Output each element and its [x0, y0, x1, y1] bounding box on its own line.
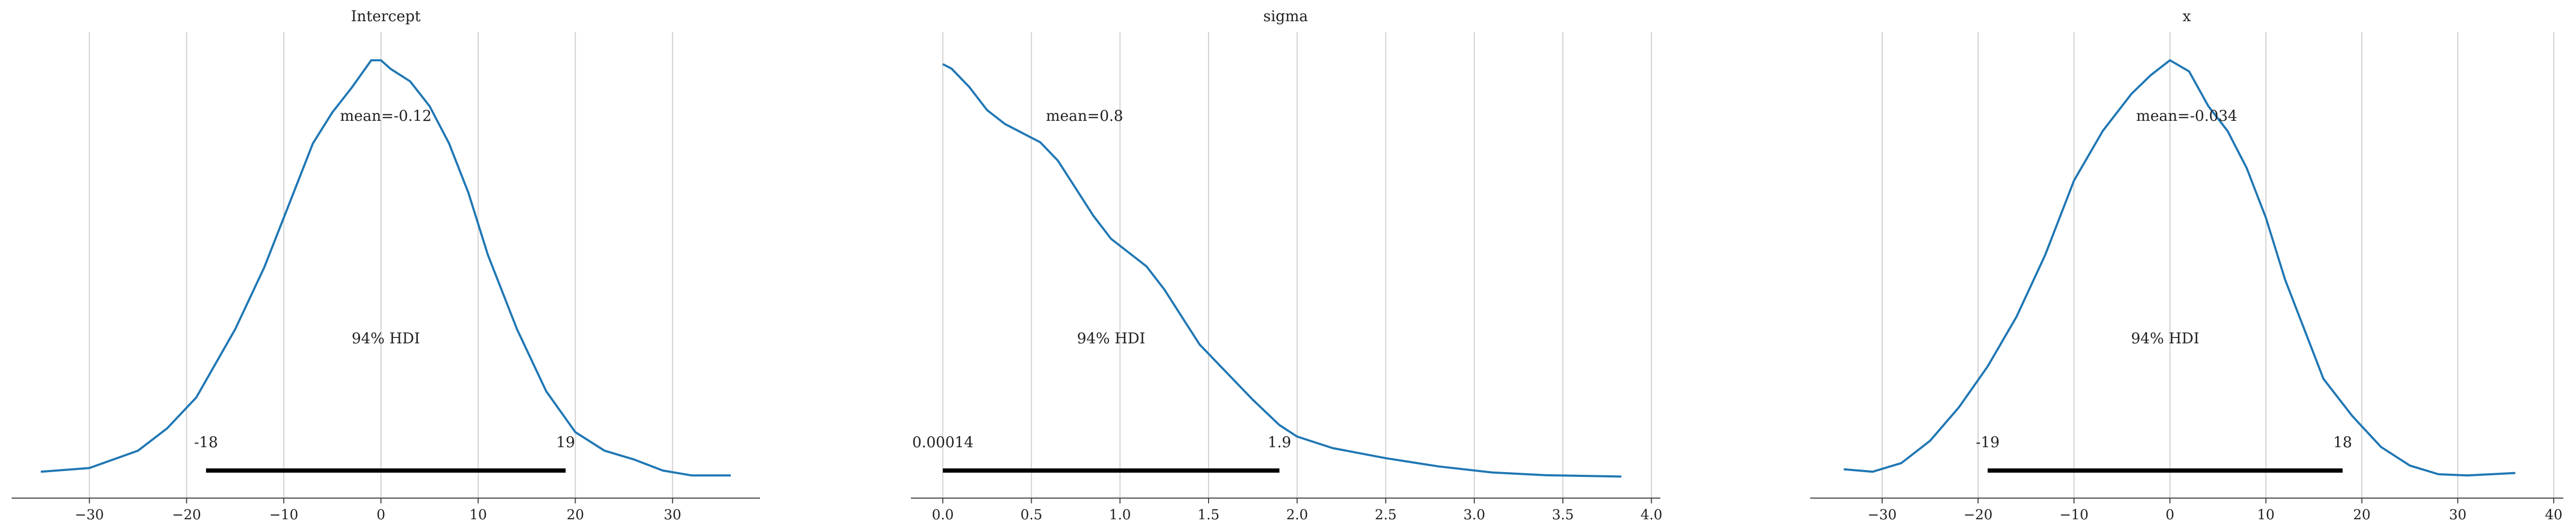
x-tick-label: 1.0 [1109, 507, 1131, 523]
panel-title: Intercept [351, 7, 421, 25]
x-tick-label: 1.5 [1197, 507, 1219, 523]
x-tick-label: 4.0 [1641, 507, 1662, 523]
x-tick-label: −20 [1964, 507, 1993, 523]
x-tick-label: −10 [269, 507, 298, 523]
density-curve [942, 63, 1622, 478]
panel-title: x [2183, 7, 2191, 25]
panel-sigma: 0.0 0.5 1.0 1.5 2.0 2.5 3.0 3.5 4.0 sigma 0.00014 1… [911, 7, 1662, 523]
x-tick-label: 0.5 [1021, 507, 1042, 523]
x-tick-label: −30 [1867, 507, 1897, 523]
x-tick-label: 0.0 [932, 507, 954, 523]
mean-label: mean=0.8 [1046, 107, 1123, 125]
density-curve [1844, 59, 2516, 477]
x-tick-label: −20 [172, 507, 201, 523]
hdi-high-label: 19 [556, 433, 575, 451]
x-tick-label: 3.5 [1552, 507, 1573, 523]
panel-title: sigma [1263, 7, 1308, 25]
x-tick-label: 10 [2257, 507, 2275, 523]
x-tick-label: 0 [2166, 507, 2175, 523]
mean-label: mean=-0.034 [2136, 107, 2238, 125]
x-tick-label: 2.5 [1375, 507, 1397, 523]
hdi-caption: 94% HDI [352, 330, 420, 347]
panel-intercept: −30 −20 −10 0 10 20 30 Intercept -18 19 94% HDI mea… [12, 7, 760, 523]
hdi-caption: 94% HDI [2131, 330, 2199, 347]
x-tick-label: −10 [2060, 507, 2089, 523]
x-tick-label: 40 [2545, 507, 2562, 523]
x-tick-label: 0 [377, 507, 386, 523]
hdi-caption: 94% HDI [1077, 330, 1145, 347]
density-curve [40, 59, 731, 477]
x-tick-label: 30 [2449, 507, 2466, 523]
hdi-low-label: -19 [1976, 433, 2000, 451]
x-tick-label: 30 [664, 507, 681, 523]
hdi-low-label: 0.00014 [912, 433, 973, 451]
x-tick-label: −30 [75, 507, 104, 523]
x-tick-label: 2.0 [1286, 507, 1308, 523]
panel-x: −30 −20 −10 0 10 20 30 40 x -19 18 94% HDI mean=-0.0… [1810, 7, 2563, 523]
hdi-low-label: -18 [194, 433, 218, 451]
x-tick-label: 3.0 [1463, 507, 1485, 523]
x-tick-label: 20 [2353, 507, 2371, 523]
hdi-high-label: 1.9 [1268, 433, 1292, 451]
hdi-high-label: 18 [2333, 433, 2353, 451]
x-tick-label: 20 [567, 507, 584, 523]
mean-label: mean=-0.12 [340, 107, 432, 125]
x-tick-label: 10 [469, 507, 487, 523]
